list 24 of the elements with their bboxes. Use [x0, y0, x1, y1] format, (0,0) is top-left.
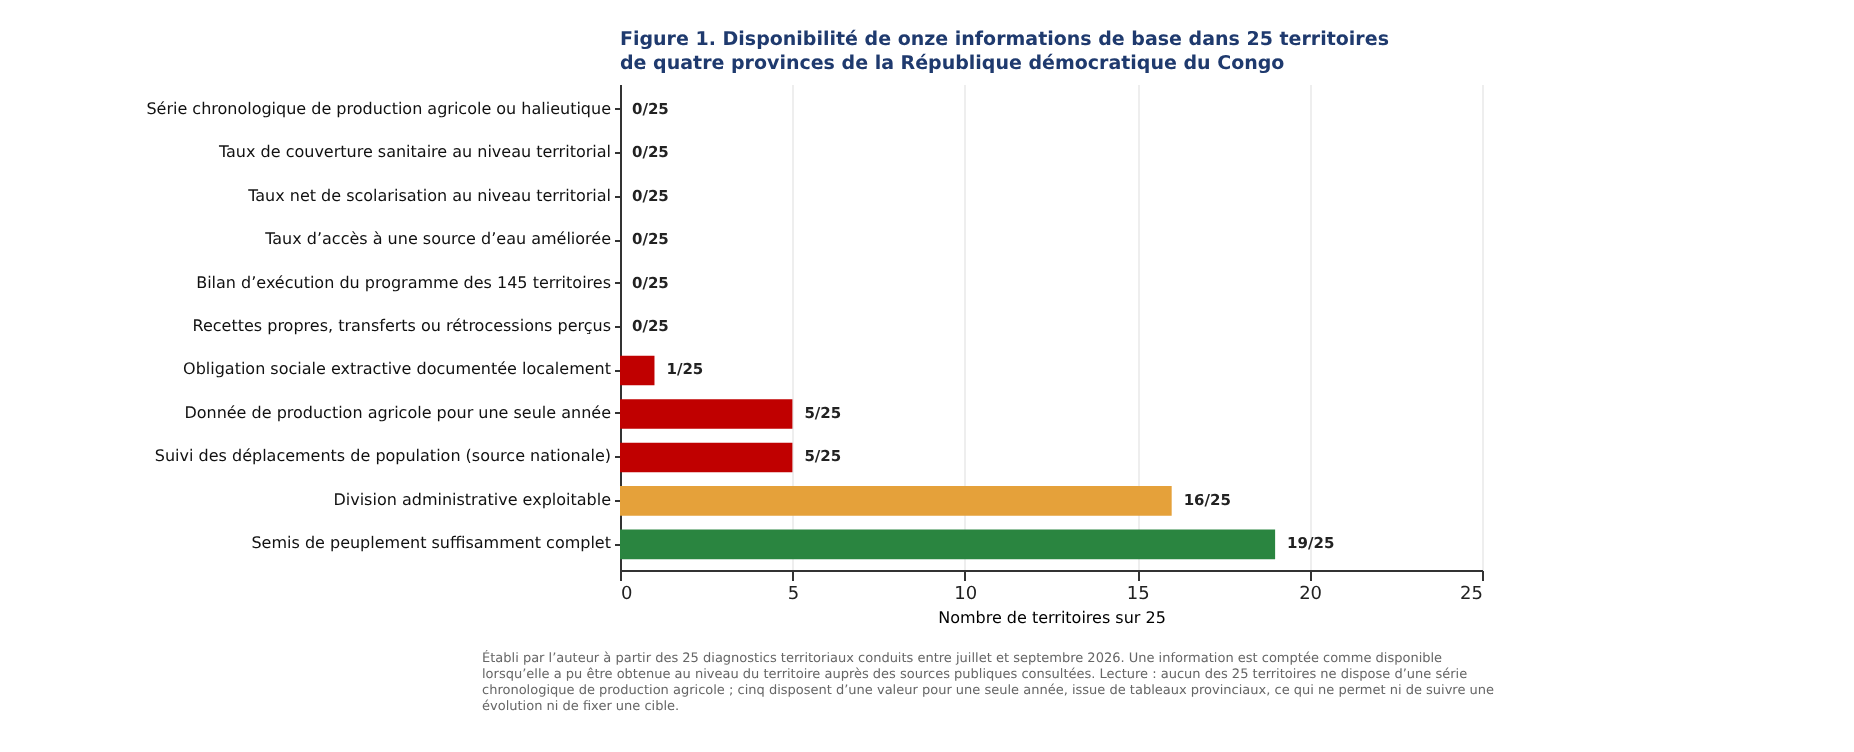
bar: [620, 355, 655, 386]
y-tick-label: Donnée de production agricole pour une seule année: [184, 403, 612, 422]
bar: [620, 399, 793, 429]
y-tick-label: Série chronologique de production agricole ou halieutique: [146, 99, 612, 118]
x-tick-label: 5: [787, 585, 800, 605]
y-tick-label: Taux net de scolarisation au niveau territorial: [246, 186, 611, 205]
x-tick-label: 10: [954, 585, 978, 605]
y-tick-label: Suivi des déplacements de population (source nationale): [154, 447, 611, 466]
bar: [620, 486, 1172, 516]
y-tick-label: Obligation sociale extractive documentée localement: [183, 360, 611, 379]
x-tick-label: 20: [1299, 585, 1323, 605]
bar: [620, 442, 793, 473]
chart-title: Figure 1. Disponibilité de onze informations de base dans 25 territoires de quatre provinces de la République démocratique du Congo: [620, 29, 1390, 75]
x-tick-label: 25: [1460, 585, 1483, 605]
y-tick-label: Semis de peuplement suffisamment complet: [251, 534, 611, 553]
y-tick-label: Bilan d’exécution du programme des 145 territoires: [196, 273, 611, 292]
bar: [620, 529, 1276, 560]
y-tick-label: Taux d’accès à une source d’eau améliorée: [263, 230, 612, 249]
x-axis-title: Nombre de territoires sur 25: [938, 609, 1166, 627]
x-tick-label: 0: [621, 585, 633, 605]
y-tick-label: Taux de couverture sanitaire au niveau territorial: [216, 143, 611, 162]
y-tick-label: Division administrative exploitable: [333, 490, 612, 509]
y-tick-label: Recettes propres, transferts ou rétrocessions perçus: [192, 317, 611, 335]
x-tick-label: 15: [1126, 585, 1150, 605]
